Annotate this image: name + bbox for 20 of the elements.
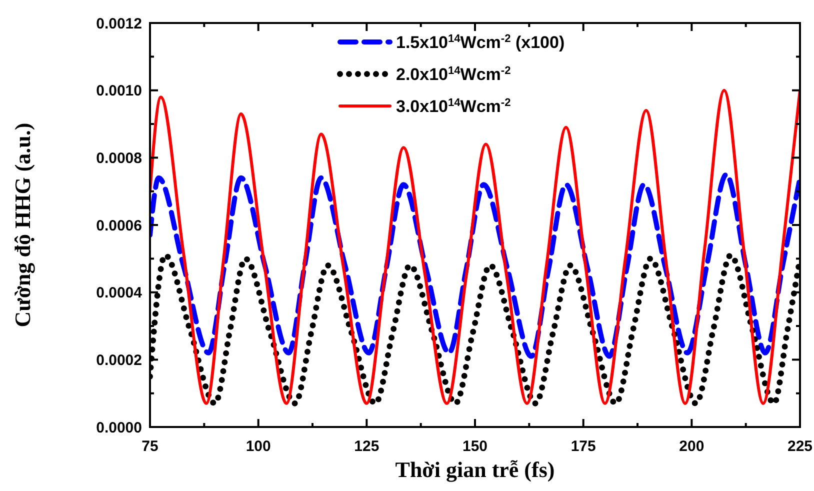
x-tick-label: 125 <box>354 438 380 455</box>
y-axis-title: Cường độ HHG (a.u.) <box>10 122 35 328</box>
x-axis-title: Thời gian trễ (fs) <box>395 457 555 482</box>
x-tick-label: 225 <box>787 438 813 455</box>
x-tick-label: 175 <box>570 438 596 455</box>
x-tick-label: 150 <box>462 438 488 455</box>
line-series <box>150 88 800 405</box>
y-tick-label: 0.0008 <box>96 150 142 167</box>
legend-label: 3.0x10$^{14}$Wcm$^{-2}$ <box>396 96 511 116</box>
x-tick-label: 100 <box>246 438 271 455</box>
y-tick-label: 0.0000 <box>96 419 142 436</box>
y-tick-label: 0.0002 <box>96 352 142 369</box>
x-tick-label: 75 <box>142 438 158 455</box>
legend-label: 2.0x10$^{14}$Wcm$^{-2}$ <box>396 64 511 84</box>
y-tick-label: 0.0004 <box>96 284 143 302</box>
x-tick-label: 200 <box>679 438 704 455</box>
y-tick-label: 0.0012 <box>96 15 142 32</box>
legend-label: 1.5x10$^{14}$Wcm$^{-2}$ (x100) <box>396 32 565 52</box>
y-tick-label: 0.0010 <box>96 82 142 100</box>
y-tick-label: 0.0006 <box>96 217 142 234</box>
